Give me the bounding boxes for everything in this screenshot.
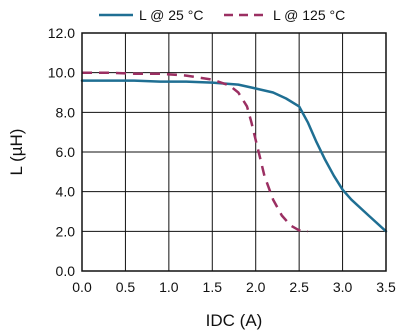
legend-label-25c: L @ 25 °C xyxy=(139,7,203,23)
y-tick-label: 8.0 xyxy=(56,104,76,120)
series xyxy=(80,71,388,233)
x-tick-label: 0.0 xyxy=(72,279,92,295)
y-tick-label: 12.0 xyxy=(48,25,75,41)
x-tick-label: 1.0 xyxy=(159,279,179,295)
y-axis-label: L (µH) xyxy=(7,129,26,176)
y-tick-labels: 0.0 2.0 4.0 6.0 8.0 10.0 12.0 xyxy=(48,25,75,279)
y-tick-label: 10.0 xyxy=(48,65,75,81)
series-line-125c xyxy=(82,71,308,233)
legend: L @ 25 °C L @ 125 °C xyxy=(99,7,345,23)
x-axis-label: IDC (A) xyxy=(206,311,263,330)
x-tick-label: 0.5 xyxy=(116,279,136,295)
y-tick-label: 4.0 xyxy=(56,184,76,200)
x-tick-label: 3.0 xyxy=(333,279,353,295)
x-tick-label: 2.5 xyxy=(289,279,309,295)
x-tick-labels: 0.0 0.5 1.0 1.5 2.0 2.5 3.0 3.5 xyxy=(72,279,396,295)
plot-frame xyxy=(81,32,387,272)
x-tick-label: 1.5 xyxy=(203,279,223,295)
y-tick-label: 2.0 xyxy=(56,223,76,239)
y-tick-label: 6.0 xyxy=(56,144,76,160)
legend-label-125c: L @ 125 °C xyxy=(273,7,345,23)
x-tick-label: 2.0 xyxy=(246,279,266,295)
y-tick-label: 0.0 xyxy=(56,263,76,279)
series-line-25c xyxy=(80,79,388,233)
x-tick-label: 3.5 xyxy=(376,279,396,295)
grid xyxy=(81,32,387,272)
